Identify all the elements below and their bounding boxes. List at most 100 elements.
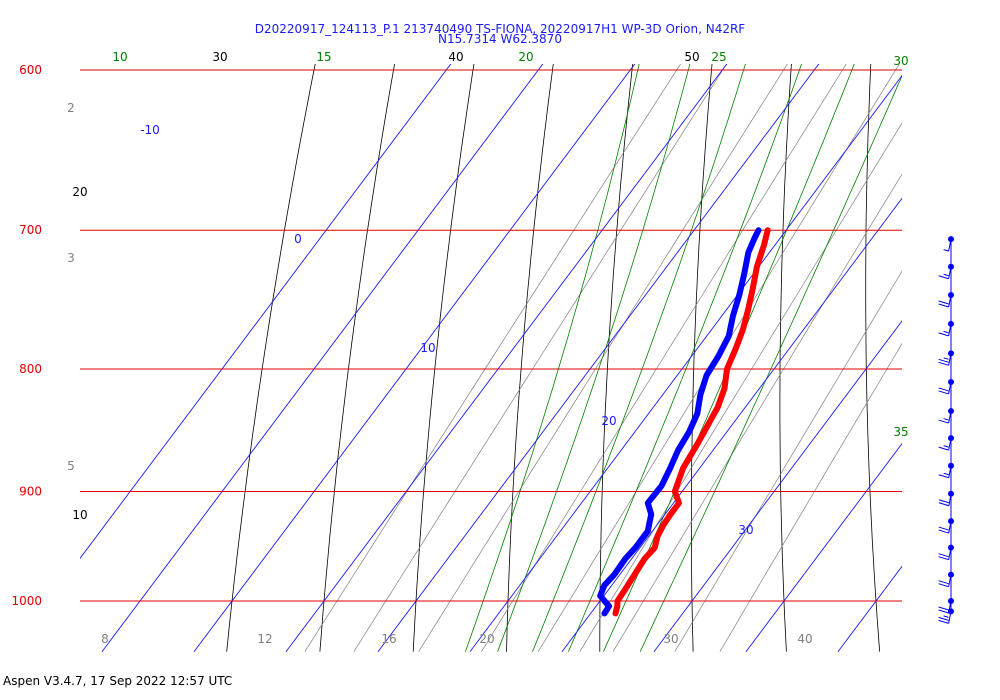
moist-adiabat-label: 15 [316,50,331,64]
isotherm-label: -10 [140,123,160,137]
barb-flag [938,556,949,561]
moist-adiabat-label: 10 [112,50,127,64]
barb-staff [948,547,952,560]
pressure-label-800: 800 [19,362,42,376]
moist-adiabat [568,64,802,652]
adiabat-lines [226,64,902,652]
barb-flag [938,529,949,534]
isotherm-label: 30 [738,523,753,537]
barb-half-flag [943,273,949,277]
moist-adiabat [497,64,691,652]
barb-staff [948,323,952,336]
pressure-label-900: 900 [19,484,42,498]
dry-adiabat [690,64,713,652]
barb-half-flag [943,445,949,448]
dry-adiabat-label: 40 [448,50,463,64]
barb-staff [948,353,952,366]
wind-barb [938,611,952,624]
isotherm [837,565,902,652]
barb-flag [938,580,949,585]
dry-adiabat-label: 50 [684,50,699,64]
barb-staff [948,493,952,506]
axis-labels: 600 700 800 900 1000 -10 0 10 20 30 10 20 30 40 50 10 15… [11,50,908,646]
moist-adiabat-lines [465,64,902,652]
mixing-ratio-label: 30 [663,632,678,646]
barb-half-flag [943,249,949,252]
wind-barb [943,239,952,252]
isotherm [561,197,902,652]
wind-barb [938,294,952,308]
dry-adiabat [506,64,554,652]
wind-barb [938,323,952,337]
barb-flag [938,606,949,611]
mixing-ratio-label: 16 [381,632,396,646]
isotherm [469,74,902,652]
barb-staff [948,294,952,308]
isotherm [285,64,728,652]
wind-barb [938,266,952,280]
barb-flag [938,474,949,479]
isotherm [101,64,544,652]
wind-barb [938,574,952,588]
barb-staff [948,410,952,424]
barb-flag [938,553,949,558]
footer-text: Aspen V3.4.7, 17 Sep 2022 12:57 UTC [3,674,233,688]
barb-flag [938,387,949,392]
barb-half-flag [943,472,949,476]
mixing-ratio-label: 3 [67,251,75,265]
moist-adiabat-label: 20 [518,50,533,64]
barb-flag [938,526,949,531]
wind-barb [938,353,952,366]
pressure-label-600: 600 [19,63,42,77]
dry-adiabat [226,64,316,652]
barb-half-flag [943,615,949,618]
mixing-ratio-label: 40 [797,632,812,646]
wind-barb [938,381,952,395]
mixing-ratio-line [579,122,902,652]
mixing-ratio-line [304,64,681,652]
dry-adiabat-label: 10 [72,508,87,522]
isobar-lines [80,69,902,602]
barb-flag [938,361,949,366]
mixing-ratio-label: 12 [257,632,272,646]
barb-flag [938,499,950,504]
mixing-ratio-label: 5 [67,459,75,473]
mixing-ratio-line [481,64,847,652]
wind-barb [938,465,952,479]
isotherm [653,320,902,652]
barb-half-flag [943,357,949,360]
barb-flag [938,502,950,507]
mixing-ratio-label: 20 [479,632,494,646]
dry-adiabat [319,64,395,652]
dry-adiabat [599,64,634,652]
wind-barb [938,493,952,507]
barb-flag [938,583,949,588]
barb-flag [938,619,949,624]
dewpoint-profile [597,227,762,617]
isotherm [193,64,636,652]
dry-adiabat-label: 20 [72,185,87,199]
barb-staff [948,239,952,252]
mixing-ratio-line [719,342,902,652]
dry-adiabat [412,64,475,652]
barb-flag [938,275,949,280]
moist-adiabat-label: 30 [893,54,908,68]
wind-barb [938,547,952,561]
isotherm [80,64,452,560]
barb-staff [948,574,952,587]
barb-staff [948,381,952,395]
barb-staff [948,611,952,624]
barb-flag [938,300,949,305]
dry-adiabat [779,64,792,652]
temperature-profile [612,227,771,617]
wind-barb [938,410,952,424]
wind-barbs [938,236,954,624]
mixing-ratio-label: 8 [101,632,109,646]
barb-flag [938,616,949,621]
isotherm [377,64,820,652]
wind-barb [938,438,952,451]
isotherm [745,442,902,652]
isotherm-lines [80,64,902,652]
barb-staff [948,266,952,279]
